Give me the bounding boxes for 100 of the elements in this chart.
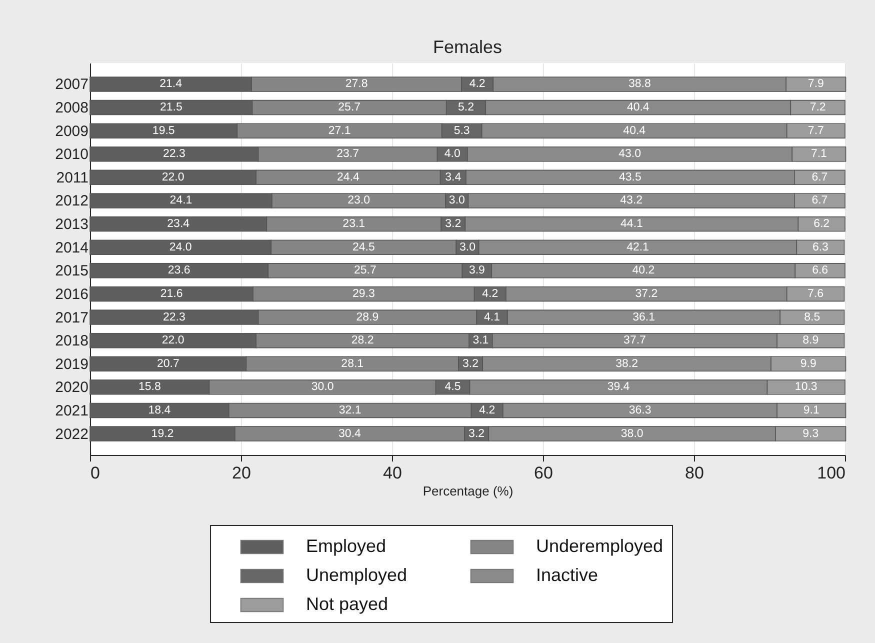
data-label: 29.3 [352,288,375,300]
data-label: 36.1 [632,311,655,324]
data-label: 38.8 [628,78,651,90]
data-label: 24.5 [352,241,375,254]
data-label: 21.5 [160,102,182,114]
legend-label: Inactive [536,565,598,585]
data-label: 19.2 [151,428,174,440]
data-label: 22.0 [162,334,184,347]
x-tick-label: 100 [817,464,846,482]
data-label: 6.2 [814,218,830,230]
data-label: 15.8 [138,381,161,394]
data-label: 23.4 [167,218,190,230]
y-tick-label: 2012 [55,192,88,210]
data-label: 28.1 [341,358,364,370]
y-tick-label: 2020 [55,379,88,396]
x-tick-label: 60 [534,464,553,482]
data-label: 22.3 [162,148,186,160]
data-label: 20.7 [156,358,180,370]
data-label: 38.0 [620,428,644,440]
data-label: 9.3 [802,428,819,440]
data-label: 4.5 [444,381,461,394]
data-label: 3.9 [468,264,485,277]
data-label: 3.0 [460,241,476,254]
data-label: 24.1 [170,194,192,207]
data-label: 4.2 [469,78,486,90]
y-tick-label: 2022 [55,426,88,443]
data-label: 27.1 [328,124,351,137]
data-label: 8.5 [804,311,820,324]
y-tick-label: 2019 [55,356,88,373]
data-label: 7.6 [808,288,824,300]
legend-label: Unemployed [306,565,408,585]
data-label: 38.2 [616,358,638,370]
x-tick-label: 0 [90,464,100,482]
data-label: 21.6 [160,288,183,300]
data-label: 7.2 [810,102,826,114]
data-label: 40.4 [623,124,646,137]
y-tick-label: 2018 [55,332,88,350]
data-label: 19.5 [152,124,175,137]
data-label: 6.3 [812,241,828,254]
data-label: 36.3 [628,404,652,416]
y-tick-label: 2021 [55,402,88,420]
data-label: 10.3 [794,381,818,394]
data-label: 43.5 [619,171,642,184]
data-label: 6.6 [812,264,828,277]
data-label: 24.0 [169,241,192,254]
data-label: 40.2 [632,264,655,277]
data-label: 4.2 [479,404,496,416]
data-label: 9.1 [803,404,820,416]
x-tick-label: 80 [685,464,704,482]
data-label: 3.2 [445,218,462,230]
data-label: 24.4 [337,171,360,184]
y-tick-label: 2015 [55,262,88,280]
data-label: 43.2 [620,194,643,207]
data-label: 21.4 [160,78,183,90]
data-label: 3.0 [448,194,465,207]
data-label: 39.4 [607,381,630,394]
data-label: 3.2 [468,428,485,440]
y-tick-label: 2016 [55,286,88,303]
y-tick-label: 2014 [55,239,88,256]
data-label: 27.8 [345,78,368,90]
data-label: 37.7 [624,334,646,347]
data-label: 3.2 [462,358,479,370]
data-label: 30.0 [311,381,334,394]
data-label: 23.1 [342,218,366,230]
data-label: 5.2 [458,102,474,114]
y-tick-label: 2017 [55,309,88,326]
data-label: 40.4 [626,102,650,114]
data-label: 23.6 [168,264,190,277]
data-label: 30.4 [338,428,362,440]
data-label: 25.7 [354,264,376,277]
y-tick-label: 2009 [55,122,88,140]
x-axis-title: Percentage (%) [422,484,514,498]
data-label: 6.7 [812,194,828,207]
data-label: 7.1 [810,148,827,160]
data-label: 22.3 [162,311,186,324]
data-label: 3.1 [472,334,489,347]
data-label: 9.9 [800,358,816,370]
data-label: 8.9 [802,334,819,347]
data-label: 28.2 [351,334,374,347]
data-label: 42.1 [626,241,649,254]
data-label: 44.1 [620,218,643,230]
data-label: 25.7 [338,102,361,114]
data-label: 32.1 [338,404,362,416]
x-tick-label: 20 [232,464,251,482]
chart-title: Females [432,37,502,57]
y-tick-label: 2010 [55,146,88,164]
data-label: 6.7 [812,171,828,184]
data-label: 18.4 [148,404,172,416]
legend-label: Not payed [306,594,388,614]
data-label: 3.4 [445,171,462,184]
y-tick-label: 2008 [55,100,88,117]
data-label: 43.0 [618,148,642,160]
y-tick-label: 2007 [55,76,88,94]
y-tick-label: 2011 [56,169,88,186]
data-label: 22.0 [162,171,184,184]
data-label: 7.9 [808,78,824,90]
data-label: 7.7 [808,124,824,137]
y-tick-label: 2013 [55,216,88,234]
x-tick-label: 40 [383,464,402,482]
data-label: 28.9 [356,311,379,324]
